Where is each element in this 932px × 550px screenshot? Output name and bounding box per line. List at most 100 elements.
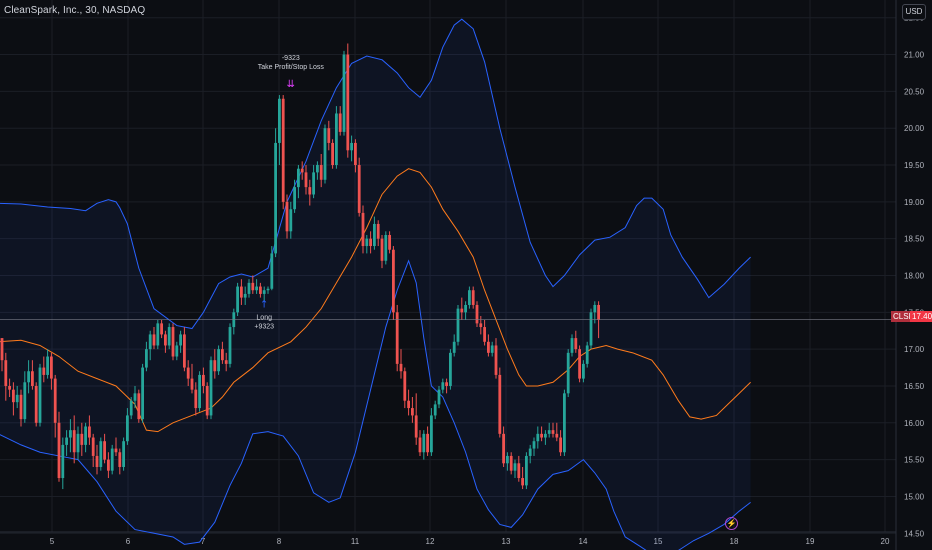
- candle-body: [323, 128, 327, 180]
- exit-label: Take Profit/Stop Loss: [258, 64, 325, 71]
- candle-body: [12, 389, 15, 403]
- candle-body: [388, 234, 391, 250]
- candle-body: [274, 142, 277, 254]
- candle-body: [160, 323, 163, 335]
- candle-body: [266, 288, 270, 291]
- candle-body: [4, 360, 8, 386]
- currency-button[interactable]: USD: [902, 4, 926, 20]
- candle-body: [354, 142, 357, 166]
- candle-body: [65, 437, 68, 445]
- y-tick-label: 18.00: [904, 272, 925, 281]
- candle-body: [403, 371, 407, 401]
- candle-body: [289, 209, 293, 232]
- candle-body: [50, 356, 53, 379]
- candle-body: [475, 304, 479, 324]
- candle-body: [585, 345, 589, 364]
- candle-body: [582, 363, 585, 379]
- candle-body: [449, 352, 452, 386]
- y-tick-label: 16.00: [904, 419, 925, 428]
- candle-body: [114, 448, 118, 453]
- candle-body: [27, 371, 30, 383]
- candle-body: [456, 308, 460, 342]
- candle-body: [483, 327, 486, 342]
- candle-body: [103, 441, 106, 460]
- candle-body: [285, 201, 289, 232]
- candle-body: [487, 341, 490, 353]
- candle-body: [342, 54, 346, 132]
- candle-body: [380, 238, 384, 261]
- candle-body: [551, 430, 555, 434]
- candle-body: [544, 433, 547, 438]
- candle-body: [464, 304, 467, 313]
- candle-body: [171, 327, 175, 357]
- entry-label: +9323: [254, 324, 274, 331]
- candle-body: [91, 437, 95, 456]
- candle-body: [574, 338, 578, 350]
- candle-body: [316, 165, 319, 173]
- candle-body: [209, 360, 213, 416]
- candle-body: [532, 441, 536, 449]
- candle-body: [437, 389, 441, 405]
- candle-body: [373, 223, 376, 247]
- candle-body: [471, 290, 475, 305]
- candle-body: [198, 374, 201, 409]
- candle-body: [395, 312, 399, 364]
- candle-body: [148, 334, 152, 350]
- candle-body: [76, 433, 80, 453]
- lightning-icon[interactable]: ⚡: [725, 517, 738, 530]
- candle-body: [240, 286, 243, 298]
- candle-body: [80, 433, 84, 445]
- candle-body: [38, 367, 42, 423]
- candle-body: [183, 334, 186, 368]
- candle-body: [72, 430, 76, 453]
- candle-body: [19, 394, 23, 420]
- y-tick-label: 20.00: [904, 124, 925, 133]
- candle-body: [365, 238, 369, 247]
- symbol-tag: CLSK: [891, 311, 916, 322]
- candle-body: [259, 286, 262, 294]
- candle-body: [152, 334, 156, 346]
- candle-body: [441, 382, 445, 390]
- x-tick-label: 18: [730, 537, 739, 546]
- candle-body: [53, 378, 57, 423]
- bollinger-upper-line: [0, 18, 751, 330]
- candle-body: [498, 374, 502, 434]
- candle-body: [361, 212, 365, 247]
- candle-body: [517, 463, 521, 479]
- candle-body: [346, 54, 350, 151]
- candle-body: [445, 382, 448, 386]
- candle-body: [312, 172, 315, 195]
- candle-body: [555, 433, 559, 438]
- x-tick-label: 5: [50, 537, 55, 546]
- bollinger-lower-line: [0, 259, 751, 550]
- candle-body: [247, 282, 251, 294]
- candle-body: [384, 234, 388, 261]
- candle-body: [319, 165, 323, 180]
- candle-body: [308, 187, 312, 195]
- candle-body: [270, 253, 274, 289]
- x-tick-label: 20: [881, 537, 890, 546]
- bollinger-basis-line: [0, 168, 751, 433]
- candle-body: [145, 349, 148, 368]
- candle-body: [559, 437, 562, 453]
- candle-body: [335, 113, 338, 166]
- candle-body: [15, 394, 19, 403]
- y-tick-label: 16.50: [904, 382, 925, 391]
- candle-body: [262, 290, 266, 294]
- x-tick-label: 6: [126, 537, 131, 546]
- candle-body: [414, 415, 418, 438]
- candle-body: [186, 367, 190, 379]
- candle-body: [502, 433, 505, 464]
- candle-body: [95, 455, 99, 467]
- candle-body: [0, 338, 4, 361]
- candle-body: [213, 360, 217, 372]
- x-tick-label: 13: [502, 537, 511, 546]
- candle-body: [513, 463, 517, 471]
- candle-body: [69, 430, 72, 438]
- candle-body: [460, 308, 464, 313]
- candle-body: [490, 345, 494, 353]
- candle-body: [338, 113, 342, 132]
- candle-body: [418, 437, 422, 453]
- candle-body: [399, 363, 403, 372]
